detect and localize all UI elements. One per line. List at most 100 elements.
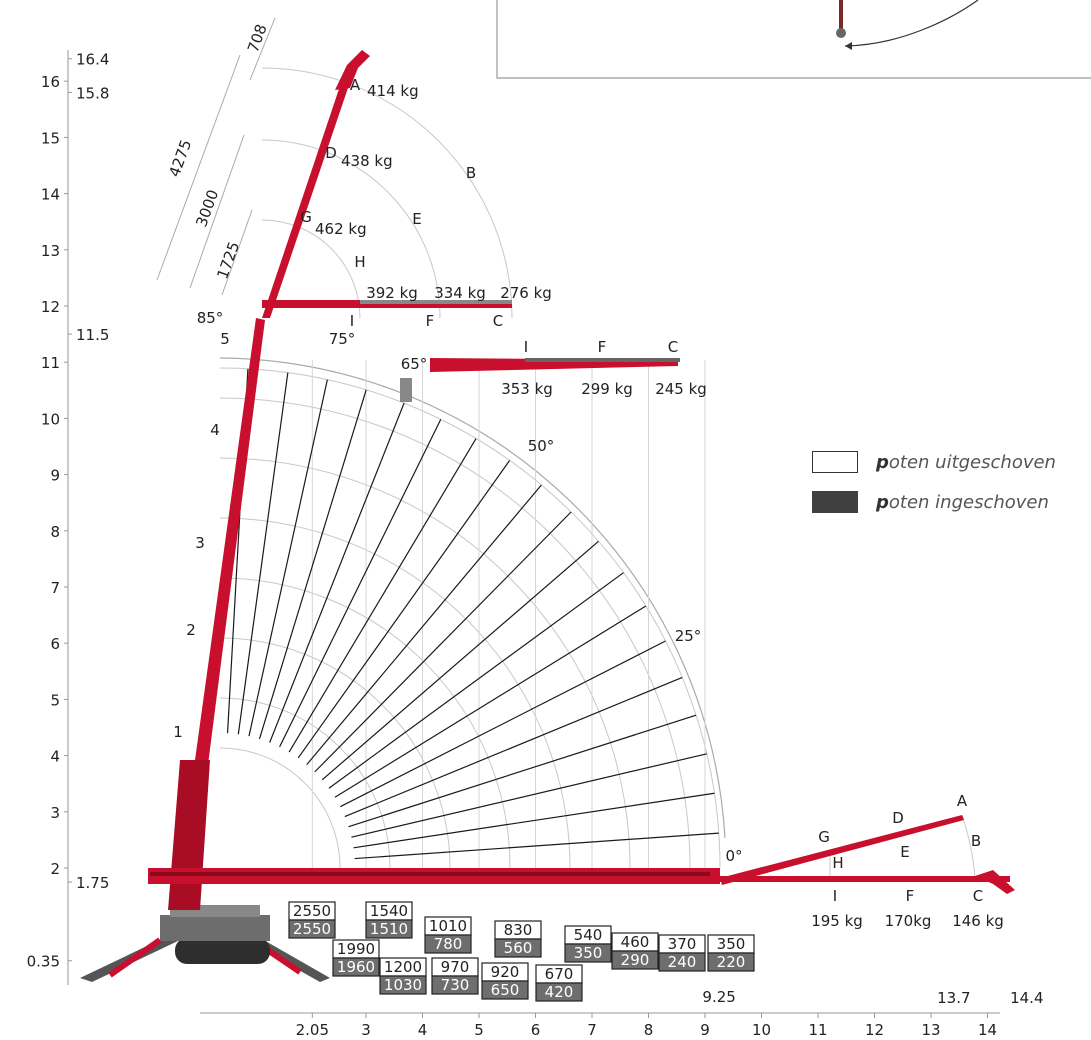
y-tick-label: 11 xyxy=(41,354,60,372)
radial-line xyxy=(297,460,511,759)
jib-arc xyxy=(261,139,441,319)
radial-line xyxy=(279,419,442,748)
boom-section-label: 5 xyxy=(220,330,230,348)
kg-label-65: 299 kg xyxy=(581,380,633,398)
dimension-label: 4275 xyxy=(165,137,195,179)
jib-point-label: E xyxy=(900,843,909,861)
load-box-out-value: 460 xyxy=(621,933,650,951)
load-box-in-value: 350 xyxy=(574,944,603,962)
jib-point-label: C xyxy=(493,312,503,330)
kg-label-65: 353 kg xyxy=(501,380,553,398)
dimension-label: 708 xyxy=(244,22,271,55)
load-box-in xyxy=(288,919,336,939)
load-box-in-value: 730 xyxy=(441,976,470,994)
load-box-in xyxy=(332,957,380,977)
radial-line xyxy=(351,753,707,838)
load-box-out-value: 540 xyxy=(574,926,603,944)
angle-label: 75° xyxy=(329,330,356,348)
legend-extended: poten uitgeschoven xyxy=(812,450,1082,476)
load-box-in-value: 1960 xyxy=(337,958,375,976)
jib-point-label: F xyxy=(598,338,607,356)
chassis xyxy=(160,915,270,941)
load-box-in xyxy=(707,952,755,972)
x-tick-label: 14 xyxy=(978,1021,997,1039)
y-tick-label: 4 xyxy=(50,748,60,766)
y-tick-label: 8 xyxy=(50,523,60,541)
legend-retracted-label: oten ingeschoven xyxy=(888,492,1049,513)
dim-line xyxy=(156,54,241,281)
x-tick-label: 12 xyxy=(865,1021,884,1039)
jib-point-label: G xyxy=(818,828,830,846)
angle-label: 65° xyxy=(401,355,428,373)
crane-drawing xyxy=(80,50,1015,982)
jib-point-label: C xyxy=(668,338,678,356)
kg-label-upper: 438 kg xyxy=(341,152,393,170)
radial-line xyxy=(258,389,367,740)
guide-arc xyxy=(219,637,451,869)
vertical-boom xyxy=(175,318,265,905)
load-box-in xyxy=(611,950,659,970)
track xyxy=(175,938,270,964)
jib-point-label: B xyxy=(971,832,981,850)
x-axis-ticks: 2.05 3 4 5 6 7 8 9 10 11 12 13 14 9.25 13.7 14.4 xyxy=(296,988,1044,1039)
y-tick-label: 10 xyxy=(41,410,60,428)
y-tick-label: 3 xyxy=(50,804,60,822)
load-box-out-value: 370 xyxy=(668,935,697,953)
load-box-out-value: 1540 xyxy=(370,902,408,920)
load-box-out-value: 830 xyxy=(504,921,533,939)
x-tick-label: 13 xyxy=(921,1021,940,1039)
y-tick-label: 7 xyxy=(50,579,60,597)
jib-75-arm-grey xyxy=(360,300,512,304)
radial-lines xyxy=(226,368,719,860)
load-box-out-value: 670 xyxy=(545,965,574,983)
load-box-in-value: 1510 xyxy=(370,920,408,938)
load-box-in xyxy=(379,975,427,995)
load-kg-labels: 414 kg 438 kg 462 kg 392 kg 334 kg 276 kg 353 … xyxy=(315,82,1004,930)
y-axis-ticks: 16 15 14 13 12 11 10 9 8 7 6 5 4 3 2 xyxy=(41,73,68,878)
jib-65-arm-grey xyxy=(525,358,680,362)
boom-section-label: 1 xyxy=(173,723,183,741)
load-box-out-value: 1010 xyxy=(429,917,467,935)
jib-point-label: I xyxy=(350,312,354,330)
load-box-in-value: 220 xyxy=(717,953,746,971)
jib-arc xyxy=(261,67,513,319)
radial-line xyxy=(237,372,289,735)
radial-line xyxy=(314,511,572,773)
jib-point-label: H xyxy=(354,253,365,271)
horizontal-boom-detail xyxy=(150,872,710,876)
kg-label-85: 334 kg xyxy=(434,284,486,302)
load-box-in-value: 650 xyxy=(491,981,520,999)
jib-0-hook xyxy=(975,870,1015,894)
radial-line xyxy=(248,379,328,737)
x-tick-label: 10 xyxy=(752,1021,771,1039)
y-mark-label: 15.8 xyxy=(76,84,109,102)
outrigger-front xyxy=(108,937,162,978)
load-box-out-value: 350 xyxy=(717,935,746,953)
radial-line xyxy=(348,714,697,828)
x-tick-label: 3 xyxy=(361,1021,371,1039)
y-tick-label: 13 xyxy=(41,242,60,260)
y-axis-marks: 16.4 15.8 11.5 1.75 0.35 xyxy=(27,51,110,971)
legend-extended-label: oten uitgeschoven xyxy=(888,452,1056,473)
jib-point-label: D xyxy=(325,144,337,162)
kg-label-65: 245 kg xyxy=(655,380,707,398)
x-tick-label: 7 xyxy=(587,1021,597,1039)
jib-0-lower xyxy=(720,876,1010,882)
kg-label-0: 170kg xyxy=(885,912,932,930)
guide-arc xyxy=(219,397,691,869)
kg-label-85: 392 kg xyxy=(366,284,418,302)
legend-retracted-first: p xyxy=(876,492,889,513)
radial-line xyxy=(306,484,542,765)
guide-arc xyxy=(219,747,341,869)
angle-labels: 85° 75° 65° 50° 25° 0° xyxy=(197,309,743,865)
load-box-in xyxy=(431,975,479,995)
jib-point-label: C xyxy=(973,887,983,905)
